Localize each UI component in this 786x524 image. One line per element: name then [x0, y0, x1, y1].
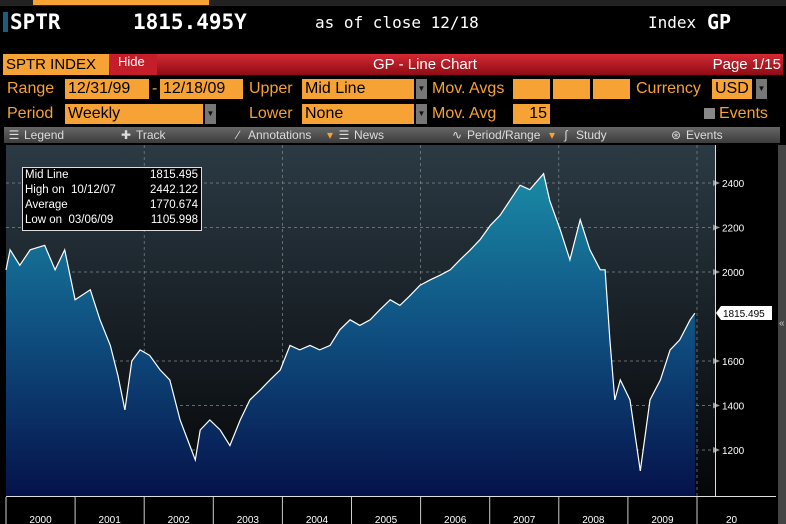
security-header: SPTR 1815.495Y as of close 12/18 Index G…	[0, 8, 786, 38]
as-of-text: as of close 12/18	[315, 13, 479, 32]
legend-low-label: Low on 03/06/09	[25, 214, 114, 226]
title-bar: SPTR INDEX Hide GP - Line Chart Page 1/1…	[3, 54, 783, 75]
y-tick-marker	[713, 224, 720, 231]
x-tick-label: 2007	[513, 515, 536, 524]
upper-dropdown-icon[interactable]: ▼	[416, 79, 427, 99]
track-icon[interactable]: ✚	[120, 128, 132, 142]
lower-dropdown-icon[interactable]: ▼	[416, 104, 427, 124]
mov-avg-input-3[interactable]	[593, 79, 630, 99]
asset-class: Index	[648, 13, 697, 32]
collapse-icon[interactable]: «	[779, 318, 785, 329]
period-range-dropdown-icon[interactable]: ▾	[549, 128, 556, 142]
legend-mid-label: Mid Line	[25, 169, 69, 181]
legend-high-value: 2442.122	[150, 184, 198, 196]
legend-button[interactable]: Legend	[24, 128, 65, 142]
y-tick-marker	[713, 180, 720, 186]
study-button[interactable]: Study	[576, 128, 607, 142]
area-fill	[6, 173, 695, 496]
legend-avg-value: 1770.674	[150, 199, 198, 211]
y-tick-marker	[713, 358, 720, 364]
range-label: Range	[7, 80, 55, 97]
events-checkbox[interactable]	[704, 108, 715, 119]
lower-select[interactable]: None	[302, 104, 414, 124]
mov-avg-input[interactable]: 15	[513, 104, 550, 124]
annotations-button[interactable]: Annotations	[248, 128, 312, 142]
period-range-button[interactable]: Period/Range	[467, 128, 541, 142]
x-tick-label: 2006	[444, 515, 467, 524]
legend-low-value: 1105.998	[150, 214, 198, 226]
y-tick-label: 1400	[722, 402, 745, 413]
news-icon[interactable]: ☰	[338, 128, 350, 142]
x-tick-label: 2001	[99, 515, 122, 524]
period-select[interactable]: Weekly	[65, 104, 203, 124]
last-price: 1815.495Y	[133, 10, 247, 34]
annotations-dropdown-icon[interactable]: ▾	[327, 128, 334, 142]
last-value-text: 1815.495	[723, 309, 765, 320]
currency-select[interactable]: USD	[712, 79, 752, 99]
legend-mid-value: 1815.495	[150, 169, 198, 181]
legend-avg-label: Average	[25, 199, 68, 211]
y-tick-marker	[713, 402, 720, 409]
mov-avg-label: Mov. Avg	[432, 105, 497, 122]
x-tick-label: 2005	[375, 515, 398, 524]
y-tick-label: 2400	[722, 179, 745, 190]
x-tick-label: 2009	[651, 515, 674, 524]
mov-avg-input-1[interactable]	[513, 79, 550, 99]
lower-label: Lower	[249, 105, 293, 122]
annotations-icon[interactable]: ∕	[236, 128, 239, 142]
y-tick-label: 1200	[722, 446, 745, 457]
function-code: GP	[707, 10, 732, 34]
x-tick-label: 2002	[168, 515, 191, 524]
side-scrollbar[interactable]	[778, 145, 786, 524]
period-range-icon[interactable]: ∿	[451, 128, 463, 142]
y-tick-label: 2000	[722, 268, 745, 279]
chart-toolbar: ☰ Legend ✚ Track ∕ Annotations ▾ ☰ News …	[4, 127, 780, 143]
hide-button[interactable]: Hide	[110, 54, 157, 75]
start-date-input[interactable]: 12/31/99	[65, 79, 149, 99]
security-field[interactable]: SPTR INDEX	[3, 54, 109, 75]
range-dash: -	[152, 80, 158, 97]
study-icon[interactable]: ∫	[564, 128, 568, 142]
track-button[interactable]: Track	[136, 128, 166, 142]
mov-avgs-label: Mov. Avgs	[432, 80, 505, 97]
y-tick-label: 2200	[722, 224, 745, 235]
y-axis-line	[715, 145, 716, 497]
header-accent	[3, 12, 8, 32]
y-tick-marker	[713, 269, 720, 275]
currency-dropdown-icon[interactable]: ▼	[756, 79, 767, 99]
mov-avg-input-2[interactable]	[553, 79, 590, 99]
news-button[interactable]: News	[354, 128, 385, 142]
upper-select[interactable]: Mid Line	[302, 79, 414, 99]
upper-label: Upper	[249, 80, 293, 97]
x-tick-label: 2003	[237, 515, 260, 524]
ticker: SPTR	[10, 10, 61, 34]
currency-label: Currency	[636, 80, 701, 97]
price-line	[5, 172, 696, 471]
top-tab-strip	[0, 0, 786, 6]
end-date-input[interactable]: 12/18/09	[160, 79, 243, 99]
events-button[interactable]: Events	[686, 128, 723, 142]
chart-title: GP - Line Chart	[373, 56, 477, 73]
legend-box: Mid Line 1815.495 High on 10/12/07 2442.…	[22, 167, 202, 231]
page-indicator: Page 1/15	[712, 56, 781, 73]
x-tick-label: 2000	[29, 515, 52, 524]
last-value-label: 1815.495	[716, 306, 772, 321]
x-axis-line	[6, 496, 776, 497]
events-icon[interactable]: ⊛	[670, 128, 682, 142]
period-label: Period	[7, 105, 54, 122]
period-dropdown-icon[interactable]: ▼	[205, 104, 216, 124]
events-label: Events	[719, 105, 768, 122]
x-tick-label: 2008	[582, 515, 605, 524]
x-tick-label: 2004	[306, 515, 329, 524]
x-tick-label: 20	[726, 515, 738, 524]
y-tick-marker	[713, 447, 720, 453]
legend-icon[interactable]: ☰	[8, 128, 20, 142]
legend-high-label: High on 10/12/07	[25, 184, 116, 196]
y-tick-label: 1600	[722, 357, 745, 368]
